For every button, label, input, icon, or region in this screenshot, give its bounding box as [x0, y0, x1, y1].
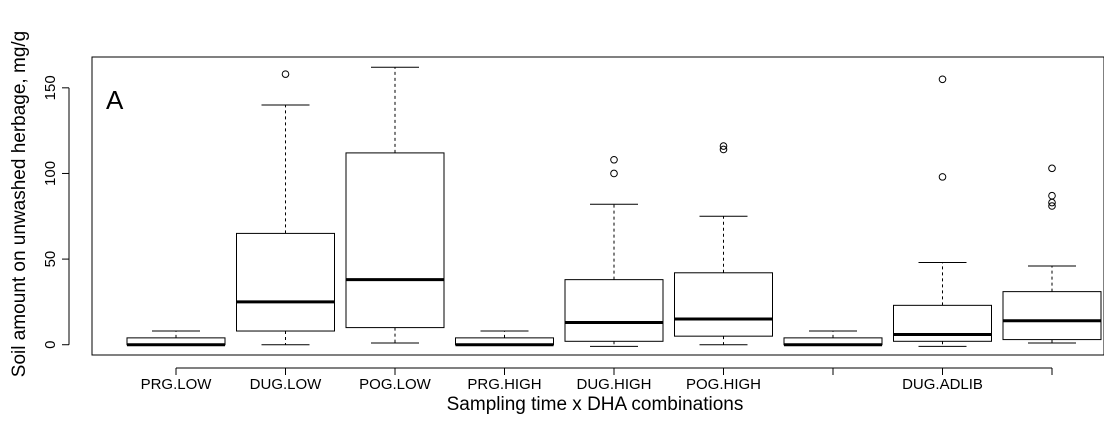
box: [236, 232, 335, 332]
box: [1002, 291, 1102, 341]
x-tick-label: DUG.ADLIB: [902, 376, 983, 393]
x-tick-label: POG.HIGH: [686, 376, 761, 393]
x-tick-label: DUG.HIGH: [577, 376, 652, 393]
box: [564, 279, 664, 342]
plot-frame: [91, 56, 1104, 356]
y-axis-title: Soil amount on unwashed herbage, mg/g: [9, 31, 30, 377]
x-tick-label: PRG.HIGH: [467, 376, 541, 393]
panel-label: A: [106, 85, 124, 115]
box: [674, 272, 773, 337]
x-tick-label: POG.LOW: [359, 376, 432, 393]
y-tick-label: 0: [42, 341, 59, 349]
outlier-point: [1048, 164, 1056, 173]
y-tick-label: 50: [42, 251, 59, 268]
outlier-point: [1048, 202, 1056, 210]
outlier-point: [938, 173, 947, 181]
x-tick-label: PRG.LOW: [141, 376, 213, 393]
outlier-point: [719, 142, 728, 150]
y-tick-label: 100: [42, 161, 59, 186]
plot-area: 0 50 100 150 PRG.LOW DUG.LOW POG.LOW PRG.HIGH DU…: [42, 56, 1104, 393]
y-tick-label: 150: [42, 75, 59, 100]
outlier-point: [1048, 191, 1056, 200]
outlier-point: [719, 145, 728, 154]
outlier-point: [610, 169, 618, 178]
outlier-point: [938, 75, 947, 84]
outlier-point: [281, 70, 290, 78]
outlier-point: [610, 155, 618, 164]
box: [345, 152, 445, 329]
x-tick-label: DUG.LOW: [250, 376, 323, 393]
x-axis-title: Sampling time x DHA combinations: [447, 394, 744, 415]
